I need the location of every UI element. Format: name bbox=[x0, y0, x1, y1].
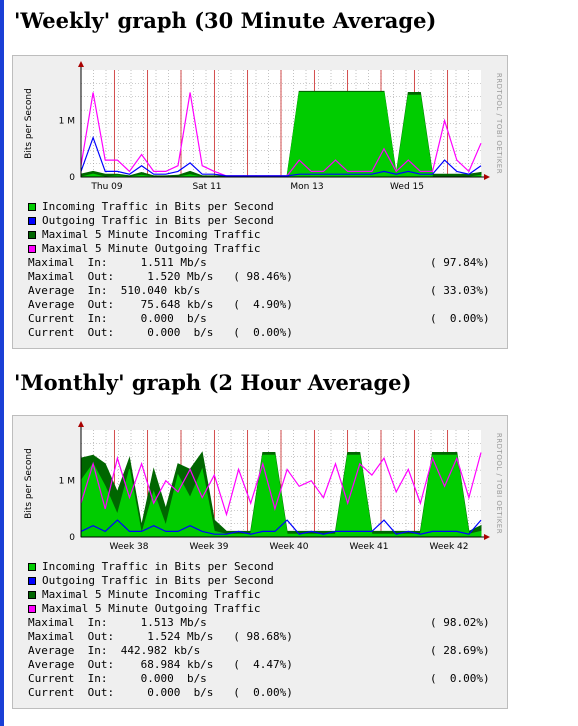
series-line bbox=[80, 135, 482, 177]
stat-percent: ( 28.69%) bbox=[430, 644, 490, 657]
stat-average-in: Average In: 442.982 kb/s ( 28.69%) bbox=[28, 644, 498, 658]
monthly-stats: Maximal In: 1.513 Mb/s ( 98.02%) Maximal … bbox=[28, 616, 498, 700]
incoming-swatch bbox=[28, 203, 36, 211]
stat-current-in: Current In: 0.000 b/s ( 0.00%) bbox=[28, 672, 498, 686]
y-axis-arrow bbox=[78, 61, 84, 67]
stat-maximal-out: Maximal Out: 1.524 Mb/s ( 98.68%) bbox=[28, 630, 498, 644]
weekly-stats: Maximal In: 1.511 Mb/s ( 97.84%) Maximal … bbox=[28, 256, 498, 340]
x-tick-label: Mon 13 bbox=[290, 182, 323, 192]
x-tick-label: Sat 11 bbox=[192, 182, 221, 192]
series-area bbox=[80, 454, 482, 538]
legend-item-max-incoming: Maximal 5 Minute Incoming Traffic bbox=[28, 228, 274, 242]
x-tick-label: Thu 09 bbox=[90, 182, 122, 192]
x-axis-arrow bbox=[484, 174, 490, 180]
stat-current-out: Current Out: 0.000 b/s ( 0.00%) bbox=[28, 326, 498, 340]
stat-average-out: Average Out: 68.984 kb/s ( 4.47%) bbox=[28, 658, 498, 672]
outgoing-swatch bbox=[28, 217, 36, 225]
stat-average-in: Average In: 510.040 kb/s ( 33.03%) bbox=[28, 284, 498, 298]
legend-item-max-outgoing: Maximal 5 Minute Outgoing Traffic bbox=[28, 242, 274, 256]
stat-text: Current Out: 0.000 b/s ( 0.00%) bbox=[28, 326, 293, 339]
max-incoming-swatch bbox=[28, 591, 36, 599]
legend-item-max-outgoing: Maximal 5 Minute Outgoing Traffic bbox=[28, 602, 274, 616]
stat-percent: ( 33.03%) bbox=[430, 284, 490, 297]
x-tick-label: Wed 15 bbox=[390, 182, 424, 192]
legend-item-outgoing: Outgoing Traffic in Bits per Second bbox=[28, 214, 274, 228]
y-tick-label: 1 M bbox=[59, 117, 75, 127]
stat-percent: ( 97.84%) bbox=[430, 256, 490, 269]
legend-label: Outgoing Traffic in Bits per Second bbox=[42, 214, 274, 227]
rrdtool-side-label: RRDTOOL / TOBI OETIKER bbox=[495, 73, 503, 174]
stat-maximal-out: Maximal Out: 1.520 Mb/s ( 98.46%) bbox=[28, 270, 498, 284]
incoming-swatch bbox=[28, 563, 36, 571]
legend-item-incoming: Incoming Traffic in Bits per Second bbox=[28, 560, 274, 574]
stat-text: Maximal In: 1.511 Mb/s bbox=[28, 256, 207, 269]
left-accent-bar bbox=[0, 0, 4, 726]
legend-item-max-incoming: Maximal 5 Minute Incoming Traffic bbox=[28, 588, 274, 602]
rrdtool-side-label: RRDTOOL / TOBI OETIKER bbox=[495, 433, 503, 534]
y-tick-label: 0 bbox=[69, 173, 75, 183]
x-tick-label: Week 41 bbox=[350, 542, 389, 552]
y-axis-arrow bbox=[78, 421, 84, 427]
legend-item-outgoing: Outgoing Traffic in Bits per Second bbox=[28, 574, 274, 588]
stat-text: Current In: 0.000 b/s bbox=[28, 312, 207, 325]
stat-text: Average Out: 68.984 kb/s ( 4.47%) bbox=[28, 658, 293, 671]
max-incoming-swatch bbox=[28, 231, 36, 239]
x-tick-label: Week 40 bbox=[270, 542, 309, 552]
legend-label: Maximal 5 Minute Incoming Traffic bbox=[42, 588, 261, 601]
stat-text: Current Out: 0.000 b/s ( 0.00%) bbox=[28, 686, 293, 699]
legend-item-incoming: Incoming Traffic in Bits per Second bbox=[28, 200, 274, 214]
y-tick-label: 0 bbox=[69, 533, 75, 543]
legend-label: Outgoing Traffic in Bits per Second bbox=[42, 574, 274, 587]
weekly-legend: Incoming Traffic in Bits per Second Outg… bbox=[28, 200, 274, 256]
x-tick-label: Week 39 bbox=[190, 542, 229, 552]
weekly-graph-title: 'Weekly' graph (30 Minute Average) bbox=[14, 8, 437, 33]
weekly-graph-panel: 1 M 0 Thu 09 Sat 11 Mon 13 Wed 15 Bits per Sec… bbox=[12, 55, 508, 349]
legend-label: Incoming Traffic in Bits per Second bbox=[42, 200, 274, 213]
stat-current-in: Current In: 0.000 b/s ( 0.00%) bbox=[28, 312, 498, 326]
stat-maximal-in: Maximal In: 1.511 Mb/s ( 97.84%) bbox=[28, 256, 498, 270]
monthly-traffic-chart: 1 M 0 Week 38 Week 39 Week 40 Week 41 Week 42 B… bbox=[24, 421, 503, 552]
x-tick-label: Week 38 bbox=[110, 542, 149, 552]
stat-text: Average Out: 75.648 kb/s ( 4.90%) bbox=[28, 298, 293, 311]
monthly-legend: Incoming Traffic in Bits per Second Outg… bbox=[28, 560, 274, 616]
series-line bbox=[80, 519, 482, 535]
stat-text: Maximal Out: 1.524 Mb/s ( 98.68%) bbox=[28, 630, 293, 643]
stat-text: Average In: 510.040 kb/s bbox=[28, 284, 201, 297]
stat-text: Maximal In: 1.513 Mb/s bbox=[28, 616, 207, 629]
x-tick-label: Week 42 bbox=[430, 542, 469, 552]
stat-text: Average In: 442.982 kb/s bbox=[28, 644, 201, 657]
legend-label: Maximal 5 Minute Outgoing Traffic bbox=[42, 242, 261, 255]
stat-maximal-in: Maximal In: 1.513 Mb/s ( 98.02%) bbox=[28, 616, 498, 630]
max-outgoing-swatch bbox=[28, 605, 36, 613]
weekly-traffic-chart: 1 M 0 Thu 09 Sat 11 Mon 13 Wed 15 Bits per Sec… bbox=[24, 61, 503, 192]
legend-label: Incoming Traffic in Bits per Second bbox=[42, 560, 274, 573]
y-axis-label: Bits per Second bbox=[24, 88, 34, 159]
stat-percent: ( 0.00%) bbox=[430, 312, 490, 325]
y-axis-label: Bits per Second bbox=[24, 448, 34, 519]
stat-current-out: Current Out: 0.000 b/s ( 0.00%) bbox=[28, 686, 498, 700]
stat-percent: ( 98.02%) bbox=[430, 616, 490, 629]
stat-text: Maximal Out: 1.520 Mb/s ( 98.46%) bbox=[28, 270, 293, 283]
series-line bbox=[80, 452, 482, 517]
legend-label: Maximal 5 Minute Outgoing Traffic bbox=[42, 602, 261, 615]
stat-text: Current In: 0.000 b/s bbox=[28, 672, 207, 685]
monthly-graph-title: 'Monthly' graph (2 Hour Average) bbox=[14, 370, 412, 395]
legend-label: Maximal 5 Minute Incoming Traffic bbox=[42, 228, 261, 241]
outgoing-swatch bbox=[28, 577, 36, 585]
x-axis-arrow bbox=[484, 534, 490, 540]
stat-percent: ( 0.00%) bbox=[430, 672, 490, 685]
monthly-graph-panel: 1 M 0 Week 38 Week 39 Week 40 Week 41 Week 42 B… bbox=[12, 415, 508, 709]
max-outgoing-swatch bbox=[28, 245, 36, 253]
y-tick-label: 1 M bbox=[59, 477, 75, 487]
stat-average-out: Average Out: 75.648 kb/s ( 4.90%) bbox=[28, 298, 498, 312]
